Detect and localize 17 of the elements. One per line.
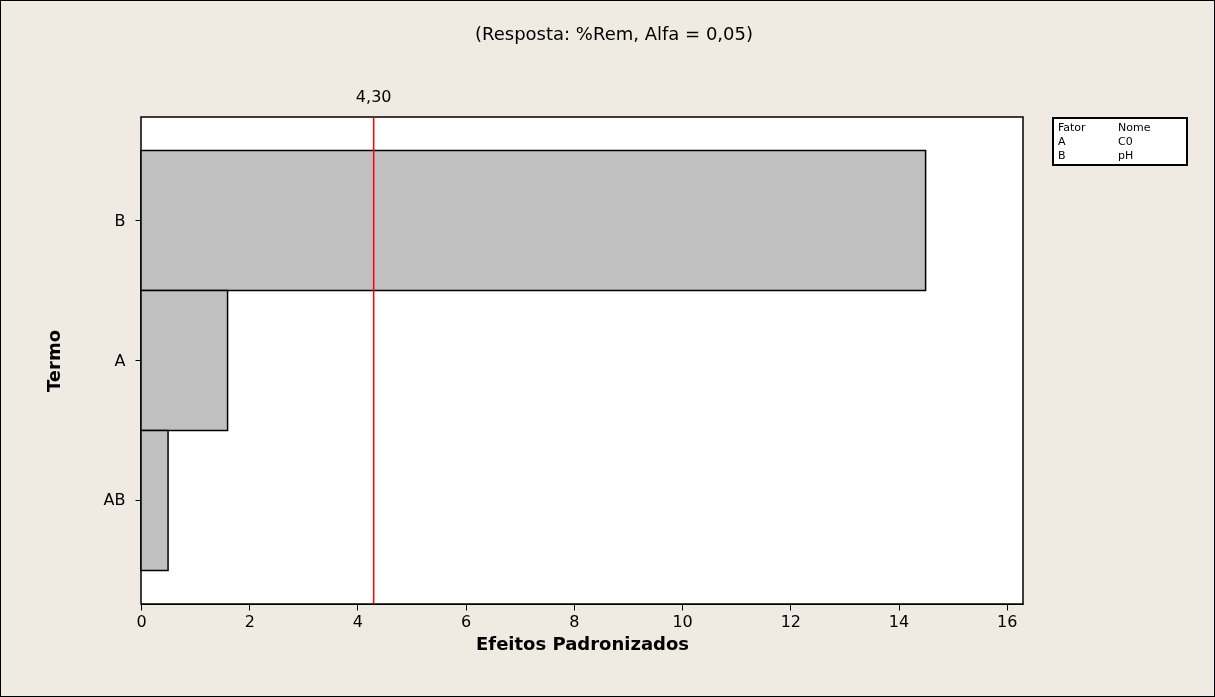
factor-table: Fator Nome A C0 B pH — [1052, 117, 1188, 166]
x-tick-label: 10 — [672, 611, 693, 631]
x-tick-label: 16 — [997, 611, 1018, 631]
chart-title: (Resposta: %Rem, Alfa = 0,05) — [474, 23, 754, 44]
x-tick-label: 14 — [888, 611, 910, 631]
x-tick-label: 2 — [244, 611, 255, 631]
x-tick-label: 8 — [569, 611, 580, 631]
y-tick-label: B — [114, 210, 126, 230]
x-axis-title: Efeitos Padronizados — [475, 632, 690, 654]
x-tick-label: 12 — [780, 611, 801, 631]
y-axis-title: Termo — [42, 329, 64, 393]
x-tick-label: 4 — [352, 611, 364, 631]
ref-line-label: 4,30 — [355, 87, 392, 106]
x-tick-label: 0 — [136, 611, 147, 631]
x-tick-label: 6 — [461, 611, 472, 631]
y-tick-label: A — [114, 350, 126, 370]
y-tick-label: AB — [103, 490, 126, 510]
